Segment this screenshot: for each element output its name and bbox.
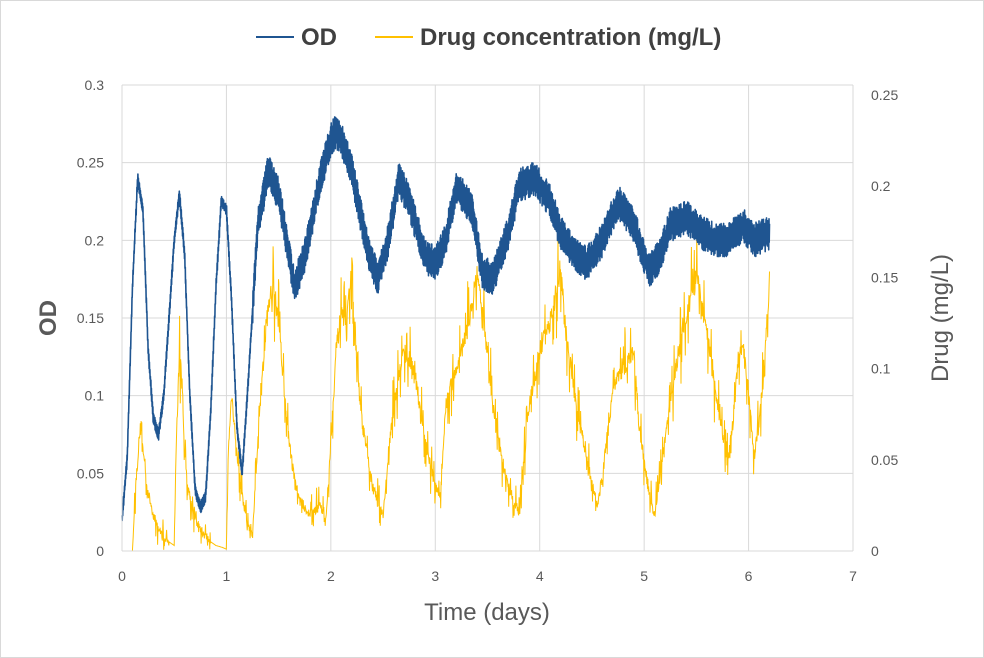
od-line: [121, 116, 771, 522]
x-tick-label: 0: [118, 568, 126, 584]
legend: OD Drug concentration (mg/L): [256, 24, 721, 51]
series-layer: [121, 116, 771, 552]
axes-layer: 00.050.10.150.20.250.30 1 2 3 4 5 6 700.050.10.…: [77, 77, 899, 584]
y-axis-left-title: OD: [35, 300, 62, 336]
y-right-tick-label: 0.15: [871, 269, 898, 285]
gridlines: [122, 84, 854, 551]
x-axis-title: Time (days): [424, 599, 550, 626]
legend-label-od: OD: [301, 24, 337, 51]
y-right-tick-label: 0.1: [871, 361, 891, 377]
y-left-tick-label: 0.1: [85, 388, 105, 404]
y-left-tick-label: 0.3: [85, 77, 105, 93]
y-right-tick-label: 0.2: [871, 178, 891, 194]
y-left-tick-label: 0: [96, 543, 104, 559]
y-axis-right-title: Drug (mg/L): [927, 254, 954, 382]
x-tick-label: 2: [327, 568, 335, 584]
y-left-tick-label: 0.05: [77, 465, 104, 481]
y-right-tick-label: 0.05: [871, 452, 898, 468]
x-tick-label: 3: [431, 568, 439, 584]
x-tick-label: 1: [223, 568, 231, 584]
drug-concentration-line: [122, 232, 770, 552]
x-tick-label: 6: [745, 568, 753, 584]
x-tick-label: 5: [640, 568, 648, 584]
y-left-tick-label: 0.15: [77, 310, 104, 326]
x-tick-label: 4: [536, 568, 544, 584]
y-left-tick-label: 0.25: [77, 155, 104, 171]
legend-label-drug: Drug concentration (mg/L): [420, 24, 721, 51]
y-right-tick-label: 0: [871, 543, 879, 559]
x-tick-label: 7: [849, 568, 857, 584]
y-right-tick-label: 0.25: [871, 87, 898, 103]
y-left-tick-label: 0.2: [85, 232, 105, 248]
